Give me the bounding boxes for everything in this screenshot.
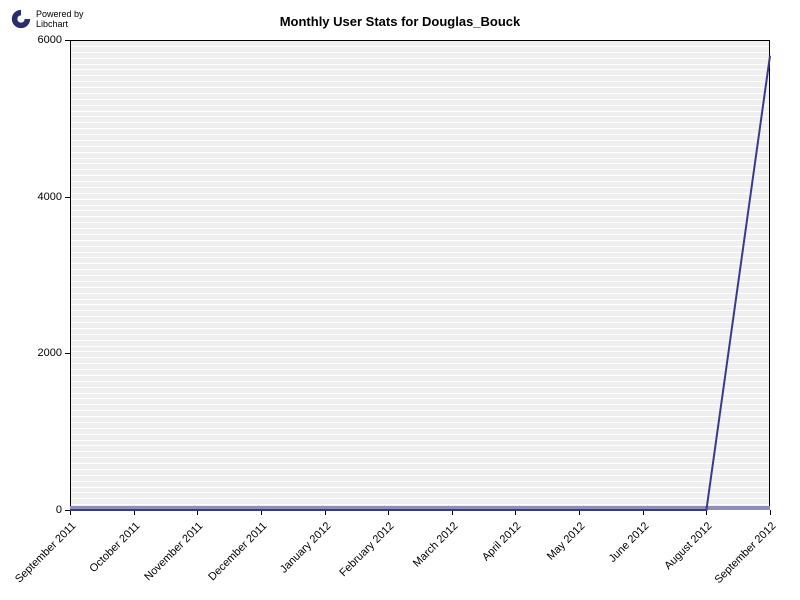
- x-tick-label: November 2011: [142, 520, 205, 583]
- x-tick: [770, 510, 771, 515]
- x-tick-label: September 2012: [712, 520, 778, 586]
- x-tick-label: October 2011: [87, 520, 142, 575]
- x-tick-label: February 2012: [338, 520, 397, 579]
- y-tick-label: 0: [27, 504, 62, 516]
- y-tick-label: 6000: [27, 34, 62, 46]
- x-tick-label: March 2012: [411, 520, 461, 570]
- x-tick-label: April 2012: [480, 520, 524, 564]
- x-tick-label: December 2011: [206, 520, 269, 583]
- x-tick-label: August 2012: [663, 520, 715, 572]
- series-line: [70, 56, 770, 510]
- x-tick-label: January 2012: [277, 520, 333, 576]
- x-tick-label: September 2011: [13, 520, 78, 585]
- y-tick-label: 2000: [27, 347, 62, 359]
- line-layer: [70, 40, 770, 510]
- x-tick-label: June 2012: [606, 520, 651, 565]
- chart-title: Monthly User Stats for Douglas_Bouck: [0, 14, 800, 29]
- y-tick-label: 4000: [27, 191, 62, 203]
- plot-area: 0200040006000September 2011October 2011N…: [70, 40, 770, 510]
- x-tick-label: May 2012: [545, 520, 588, 563]
